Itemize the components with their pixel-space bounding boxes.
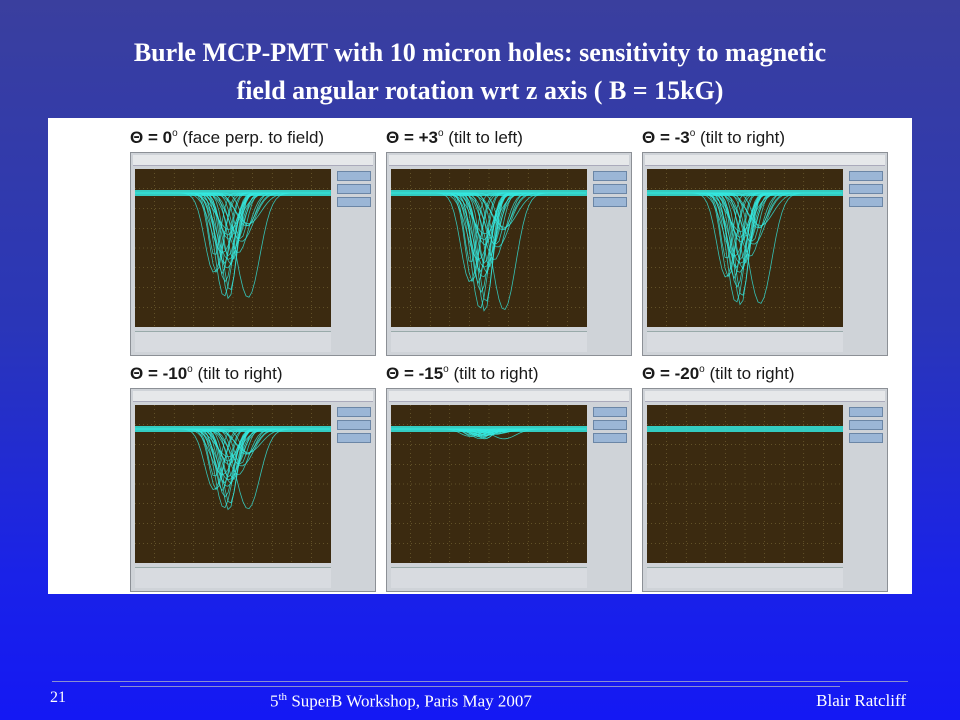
scope-softkeys [593, 407, 627, 446]
pulse-trace [647, 192, 842, 257]
pulse-trace [647, 192, 842, 296]
scope-readout [647, 331, 843, 352]
scope-softkeys [337, 171, 371, 210]
pulse-trace [135, 428, 330, 458]
scope-menubar [133, 155, 373, 166]
panel-label: Θ = -10o (tilt to right) [130, 364, 283, 383]
pulse-trace [135, 192, 330, 253]
panel-label: Θ = -20o (tilt to right) [642, 364, 795, 383]
scope-menubar [645, 391, 885, 402]
baseline-trace [647, 426, 843, 432]
pulse-trace [391, 192, 586, 311]
oscilloscope-figure: Θ = 0o (face perp. to field) Θ = +3o (ti… [48, 118, 912, 594]
pulse-trace [135, 192, 330, 230]
pulse-trace [391, 192, 586, 302]
slide-title: Burle MCP-PMT with 10 micron holes: sens… [0, 34, 960, 110]
baseline-trace [135, 426, 331, 432]
scope-menubar [645, 155, 885, 166]
oscilloscope-screenshot [130, 152, 376, 356]
scope-menubar [389, 155, 629, 166]
panel-label: Θ = 0o (face perp. to field) [130, 128, 325, 147]
footer-divider-inner [120, 686, 840, 687]
panel-label: Θ = -3o (tilt to right) [642, 128, 786, 147]
scope-trace-display [135, 405, 331, 563]
scope-readout [647, 567, 843, 588]
oscilloscope-screenshot [642, 152, 888, 356]
slide-title-line1: Burle MCP-PMT with 10 micron holes: sens… [133, 38, 827, 67]
scope-menubar [133, 391, 373, 402]
pulse-trace [135, 428, 330, 510]
pulse-trace [391, 192, 586, 235]
scope-readout [391, 331, 587, 352]
baseline-trace [391, 190, 587, 196]
panel-label: Θ = -15o (tilt to right) [386, 364, 539, 383]
pulse-trace [647, 192, 842, 232]
pulse-trace [135, 192, 330, 291]
scope-trace-display [647, 169, 843, 327]
pulse-trace [391, 428, 586, 440]
slide-title-line2: field angular rotation wrt z axis ( B = … [236, 76, 724, 105]
scope-softkeys [593, 171, 627, 210]
pulse-trace [135, 192, 330, 298]
pulse-trace [647, 192, 842, 259]
baseline-trace [647, 190, 843, 196]
scope-menubar [389, 391, 629, 402]
oscilloscope-screenshot [130, 388, 376, 592]
pulse-trace [135, 428, 330, 504]
scope-readout [391, 567, 587, 588]
pulse-trace [391, 192, 586, 262]
scope-trace-display [391, 169, 587, 327]
scope-trace-display [391, 405, 587, 563]
scope-softkeys [849, 171, 883, 210]
pulse-trace [135, 192, 330, 255]
footer-author: Blair Ratcliff [816, 691, 906, 710]
footer-event: 5th SuperB Workshop, Paris May 2007 [270, 691, 532, 711]
oscilloscope-screenshot [386, 152, 632, 356]
pulse-trace [135, 428, 330, 477]
footer-divider [52, 681, 908, 682]
baseline-trace [135, 190, 331, 196]
panel-label: Θ = +3o (tilt to left) [386, 128, 523, 147]
scope-softkeys [337, 407, 371, 446]
pulse-trace [647, 192, 842, 304]
scope-trace-display [135, 169, 331, 327]
slide-number: 21 [50, 689, 66, 706]
scope-readout [135, 567, 331, 588]
pulse-trace [391, 192, 586, 260]
scope-trace-display [647, 405, 843, 563]
oscilloscope-screenshot [642, 388, 888, 592]
oscilloscope-screenshot [386, 388, 632, 592]
scope-readout [135, 331, 331, 352]
pulse-trace [135, 428, 330, 475]
scope-softkeys [849, 407, 883, 446]
